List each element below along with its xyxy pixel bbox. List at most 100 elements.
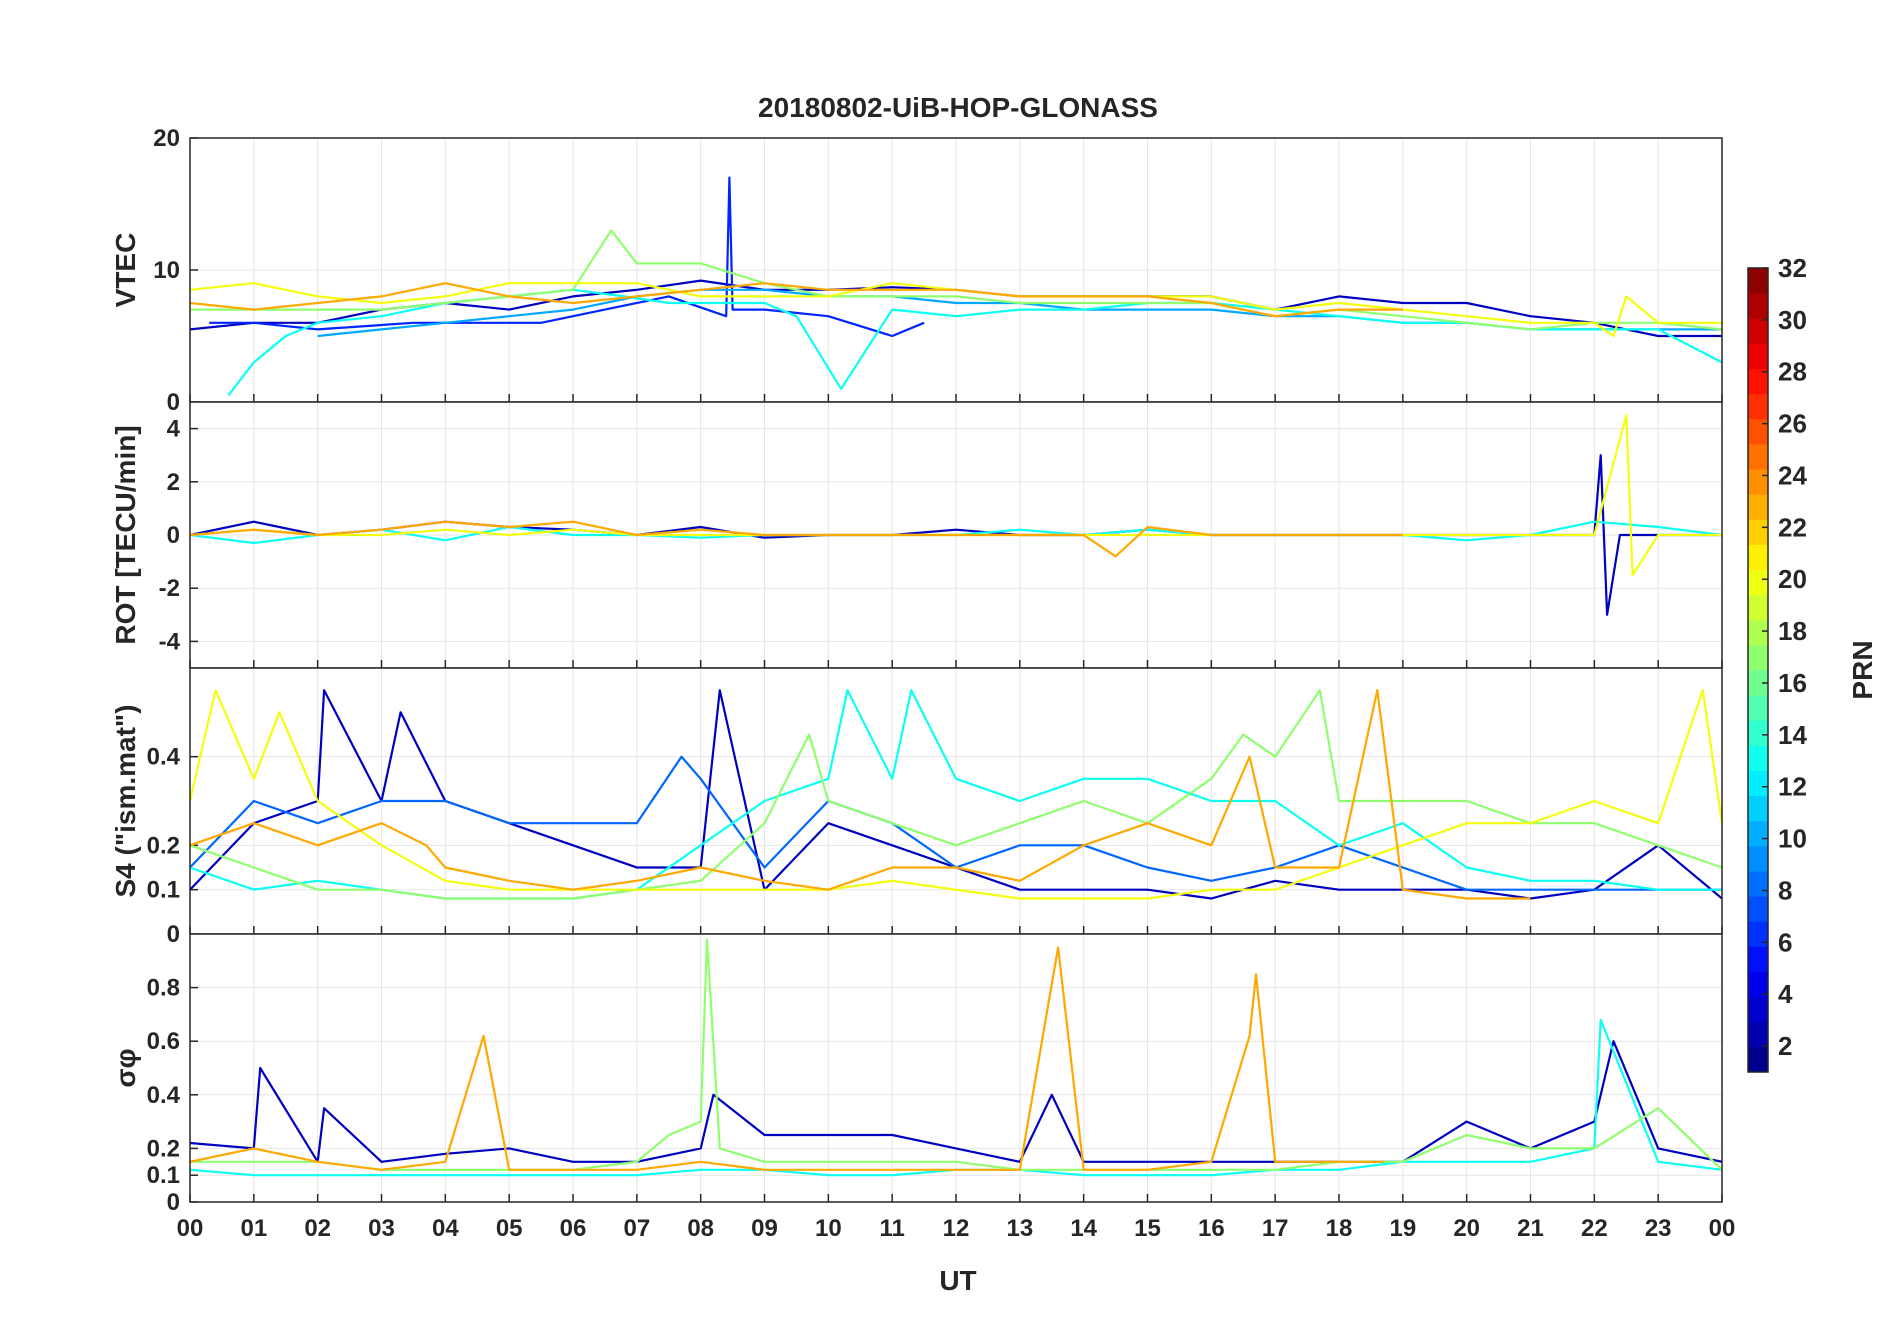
series-prn-23 (190, 282, 1403, 318)
panel-2: -4 -2 0 2 4 ROT [TECU/min] (110, 401, 1723, 669)
x-axis-label: UT (939, 1265, 976, 1296)
colorbar-segment (1748, 594, 1768, 621)
series-prn-20 (190, 689, 1722, 900)
y-tick-label: 4 (167, 416, 181, 443)
colorbar-tick-label: 14 (1778, 720, 1807, 750)
colorbar-tick-label: 8 (1778, 875, 1792, 905)
y-tick-label: 0.4 (147, 1082, 181, 1109)
colorbar-segment (1748, 845, 1768, 872)
y-tick-label: 0.2 (147, 1135, 180, 1162)
x-tick-label: 18 (1326, 1215, 1353, 1242)
colorbar-segment (1748, 871, 1768, 897)
series-group (190, 938, 1722, 1177)
y-axis-label: σφ (110, 1048, 141, 1087)
panel-1: 0 10 20 VTEC (110, 125, 1723, 416)
colorbar-segment (1748, 443, 1768, 470)
y-tick-label: 2 (167, 469, 180, 496)
x-tick-label: 09 (751, 1215, 778, 1242)
x-tick-label: 11 (879, 1215, 904, 1242)
colorbar-segment (1748, 946, 1768, 972)
series-prn-6 (209, 176, 925, 338)
x-tick-label: 22 (1581, 1215, 1608, 1242)
colorbar-tick-label: 18 (1778, 616, 1807, 646)
x-tick-label: 00 (1709, 1215, 1736, 1242)
colorbar-tick-label: 4 (1778, 979, 1793, 1009)
series-group (190, 414, 1722, 616)
y-tick-label: 0 (167, 522, 180, 549)
y-tick-label: 0.2 (147, 832, 180, 859)
x-tick-label: 07 (623, 1215, 650, 1242)
y-tick-label: 0.1 (147, 1162, 180, 1189)
series-prn-13 (227, 288, 1722, 397)
y-axis-label: VTEC (110, 233, 141, 308)
colorbar-tick-label: 28 (1778, 357, 1807, 387)
y-tick-label: 0.8 (147, 975, 180, 1002)
colorbar-segment (1748, 971, 1768, 998)
colorbar-tick-label: 20 (1778, 564, 1807, 594)
colorbar-segment (1748, 494, 1768, 520)
y-tick-label: 0 (167, 389, 180, 416)
colorbar-segment (1748, 469, 1768, 495)
series-prn-23 (190, 520, 1403, 558)
x-tick-label: 21 (1517, 1215, 1544, 1242)
x-tick-label: 23 (1645, 1215, 1672, 1242)
colorbar-segment (1748, 720, 1768, 746)
colorbar-segment (1748, 343, 1768, 369)
series-prn-17 (190, 938, 1722, 1171)
colorbar-tick-label: 30 (1778, 305, 1807, 335)
x-tick-label: 03 (368, 1215, 395, 1242)
colorbar-tick-label: 26 (1778, 409, 1807, 439)
colorbar-segment (1748, 569, 1768, 596)
colorbar-segment (1748, 368, 1768, 395)
colorbar-tick-label: 2 (1778, 1031, 1792, 1061)
x-tick-label: 04 (432, 1215, 459, 1242)
y-tick-label: 10 (153, 257, 180, 284)
x-tick-label: 19 (1389, 1215, 1416, 1242)
colorbar-segment (1748, 770, 1768, 797)
colorbar-segment (1748, 519, 1768, 545)
y-tick-label: 0 (167, 1189, 180, 1216)
y-axis-label: S4 ("ism.mat") (110, 704, 141, 897)
colorbar-tick-label: 16 (1778, 668, 1807, 698)
colorbar-segment (1748, 644, 1768, 671)
x-tick-label: 06 (560, 1215, 587, 1242)
x-tick-label: 14 (1070, 1215, 1097, 1242)
series-prn-17 (190, 689, 1722, 900)
colorbar-segment (1748, 268, 1768, 294)
colorbar-segment (1748, 293, 1768, 319)
x-tick-label: 02 (304, 1215, 331, 1242)
colorbar-segment (1748, 695, 1768, 721)
series-prn-23 (190, 946, 1384, 1171)
series-prn-8 (190, 755, 1722, 891)
colorbar-tick-label: 10 (1778, 824, 1807, 854)
colorbar-frame (1747, 267, 1769, 1073)
y-tick-label: 0 (167, 921, 180, 948)
y-tick-label: -4 (159, 628, 181, 655)
x-tick-label: 05 (496, 1215, 523, 1242)
colorbar-segment (1748, 670, 1768, 696)
x-tick-label: 17 (1262, 1215, 1289, 1242)
colorbar-segment (1748, 1046, 1768, 1073)
colorbar-segment (1748, 318, 1768, 344)
y-tick-label: 0.1 (147, 877, 180, 904)
series-prn-3 (190, 1040, 1722, 1163)
x-tick-label: 15 (1134, 1215, 1161, 1242)
y-axis-label: ROT [TECU/min] (110, 425, 141, 644)
x-tick-label: 12 (943, 1215, 970, 1242)
x-tick-label: 10 (815, 1215, 842, 1242)
chart-title: 20180802-UiB-HOP-GLONASS (758, 92, 1158, 123)
x-tick-label: 00 (177, 1215, 204, 1242)
panel-4: 00.10.2 0.4 0.6 0.8 σφ (110, 933, 1723, 1216)
colorbar-segment (1748, 393, 1768, 420)
series-prn-23 (190, 689, 1531, 900)
panel-3: 0 0.1 0.2 0.4S4 ("ism.mat") (110, 667, 1723, 948)
y-tick-label: 0.4 (147, 744, 181, 771)
x-tick-label: 08 (687, 1215, 714, 1242)
series-group (190, 176, 1722, 397)
colorbar-segment (1748, 996, 1768, 1023)
series-group (190, 689, 1722, 900)
colorbar-tick-label: 32 (1778, 253, 1807, 283)
